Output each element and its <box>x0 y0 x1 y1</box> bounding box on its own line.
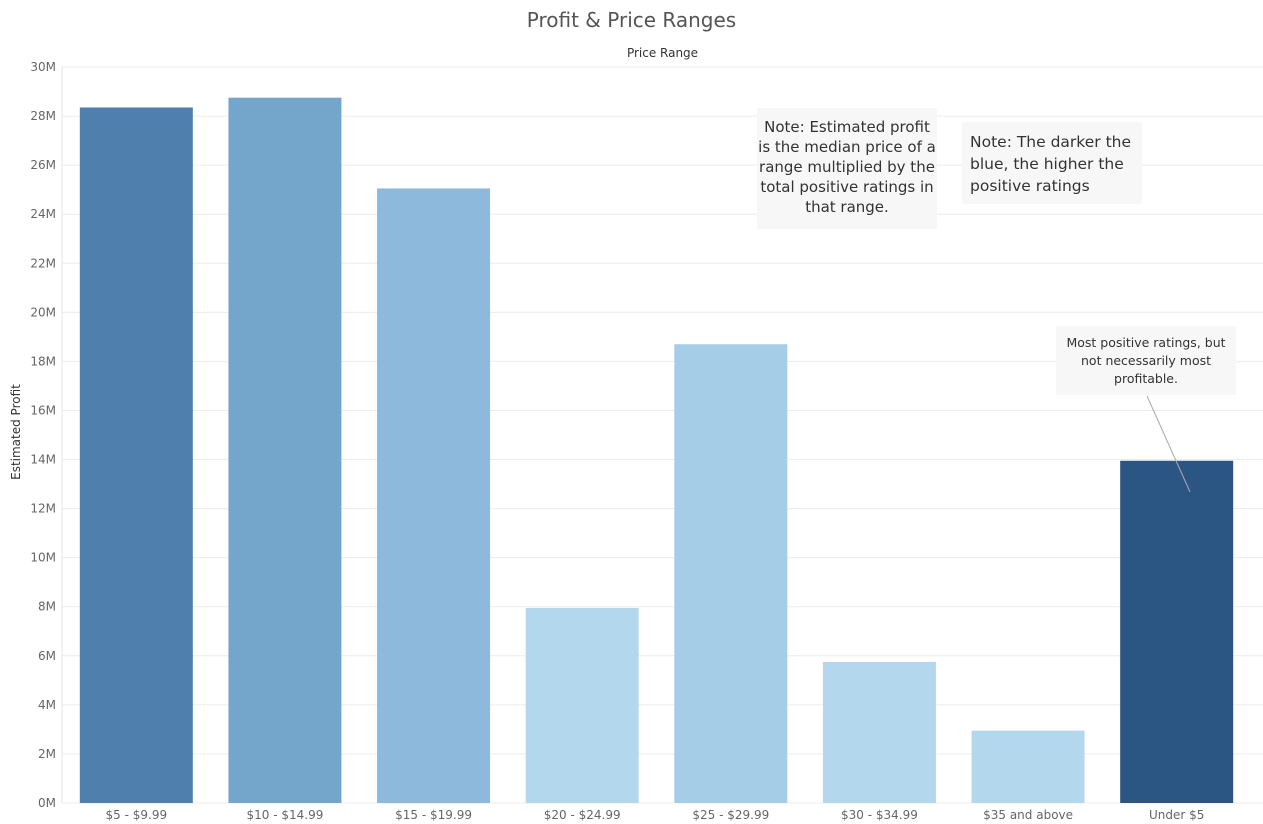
annotation-profit-note: Note: Estimated profit is the median pri… <box>757 108 937 229</box>
y-tick-label: 20M <box>30 305 56 319</box>
y-tick-label: 14M <box>30 453 56 467</box>
bar <box>525 607 639 803</box>
y-tick-label: 0M <box>38 796 56 810</box>
x-tick-label: $30 - $34.99 <box>841 808 918 822</box>
annotation-bar-note: Most positive ratings, but not necessari… <box>1056 326 1236 395</box>
x-tick-label: $15 - $19.99 <box>395 808 472 822</box>
y-tick-label: 28M <box>30 109 56 123</box>
x-tick-label: $35 and above <box>983 808 1073 822</box>
x-tick-label: $20 - $24.99 <box>544 808 621 822</box>
annotation-color-note: Note: The darker the blue, the higher th… <box>962 122 1142 204</box>
annotation-pointer-line <box>1146 395 1191 493</box>
y-tick-label: 16M <box>30 403 56 417</box>
chart-title: Profit & Price Ranges <box>526 8 737 32</box>
bar <box>674 344 788 803</box>
y-tick-label: 26M <box>30 158 56 172</box>
y-tick-label: 24M <box>30 207 56 221</box>
bar <box>79 107 193 804</box>
y-tick-label: 12M <box>30 502 56 516</box>
y-tick-label: 10M <box>30 551 56 565</box>
y-tick-label: 22M <box>30 256 56 270</box>
bar <box>377 188 491 803</box>
y-tick-label: 2M <box>38 747 56 761</box>
bar <box>822 661 936 803</box>
y-tick-label: 6M <box>38 649 56 663</box>
bar <box>1120 460 1234 803</box>
y-tick-label: 4M <box>38 698 56 712</box>
bar <box>228 97 342 803</box>
y-tick-label: 18M <box>30 354 56 368</box>
x-tick-label: $25 - $29.99 <box>692 808 769 822</box>
bar <box>971 730 1085 803</box>
x-tick-label: $5 - $9.99 <box>106 808 168 822</box>
x-tick-label: Under $5 <box>1149 808 1204 822</box>
y-tick-label: 30M <box>30 60 56 74</box>
y-tick-label: 8M <box>38 600 56 614</box>
x-axis-header: Price Range <box>626 46 699 60</box>
x-tick-label: $10 - $14.99 <box>247 808 324 822</box>
